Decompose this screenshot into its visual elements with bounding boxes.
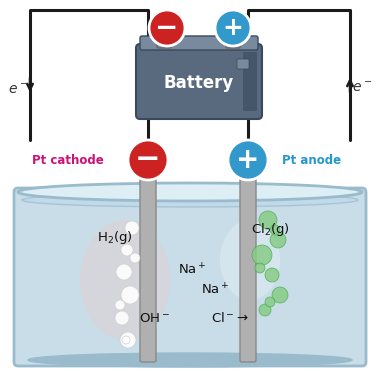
FancyBboxPatch shape [243, 52, 257, 111]
Circle shape [215, 10, 251, 46]
Circle shape [122, 336, 130, 344]
Text: −: − [135, 145, 161, 175]
Text: Cl$^-\!\rightarrow$: Cl$^-\!\rightarrow$ [211, 311, 249, 325]
Ellipse shape [28, 353, 352, 367]
Circle shape [265, 268, 279, 282]
FancyBboxPatch shape [140, 36, 258, 50]
Text: $e^-$: $e^-$ [8, 83, 28, 97]
Circle shape [128, 140, 168, 180]
Text: H$_2$(g): H$_2$(g) [97, 229, 133, 247]
Ellipse shape [220, 220, 280, 300]
Text: Na$^+$: Na$^+$ [177, 262, 206, 278]
FancyBboxPatch shape [237, 59, 249, 69]
Circle shape [270, 225, 280, 235]
FancyBboxPatch shape [14, 188, 366, 366]
Circle shape [120, 332, 136, 348]
Text: Cl$_2$(g): Cl$_2$(g) [250, 222, 290, 238]
Text: −: − [155, 14, 179, 42]
Text: Na$^+$: Na$^+$ [201, 282, 230, 298]
Text: Battery: Battery [164, 75, 234, 93]
Text: +: + [223, 16, 244, 40]
Circle shape [121, 286, 139, 304]
Ellipse shape [80, 220, 170, 340]
Circle shape [259, 304, 271, 316]
Circle shape [115, 300, 125, 310]
Circle shape [255, 263, 265, 273]
FancyBboxPatch shape [157, 34, 171, 48]
Circle shape [228, 140, 268, 180]
Circle shape [121, 244, 133, 256]
Ellipse shape [18, 183, 362, 201]
Text: OH$^-$: OH$^-$ [139, 311, 171, 325]
Circle shape [125, 221, 139, 235]
Text: Pt cathode: Pt cathode [32, 154, 104, 166]
FancyBboxPatch shape [136, 44, 262, 119]
Text: +: + [236, 146, 260, 174]
Circle shape [116, 264, 132, 280]
Circle shape [259, 211, 277, 229]
Circle shape [270, 232, 286, 248]
Circle shape [130, 253, 140, 263]
Text: Pt anode: Pt anode [282, 154, 342, 166]
Circle shape [265, 297, 275, 307]
Ellipse shape [22, 193, 358, 207]
Circle shape [149, 10, 185, 46]
FancyBboxPatch shape [140, 173, 156, 362]
Circle shape [272, 287, 288, 303]
FancyBboxPatch shape [226, 34, 240, 48]
Text: $e^-$: $e^-$ [352, 81, 372, 95]
FancyBboxPatch shape [240, 173, 256, 362]
Circle shape [115, 311, 129, 325]
Circle shape [252, 245, 272, 265]
